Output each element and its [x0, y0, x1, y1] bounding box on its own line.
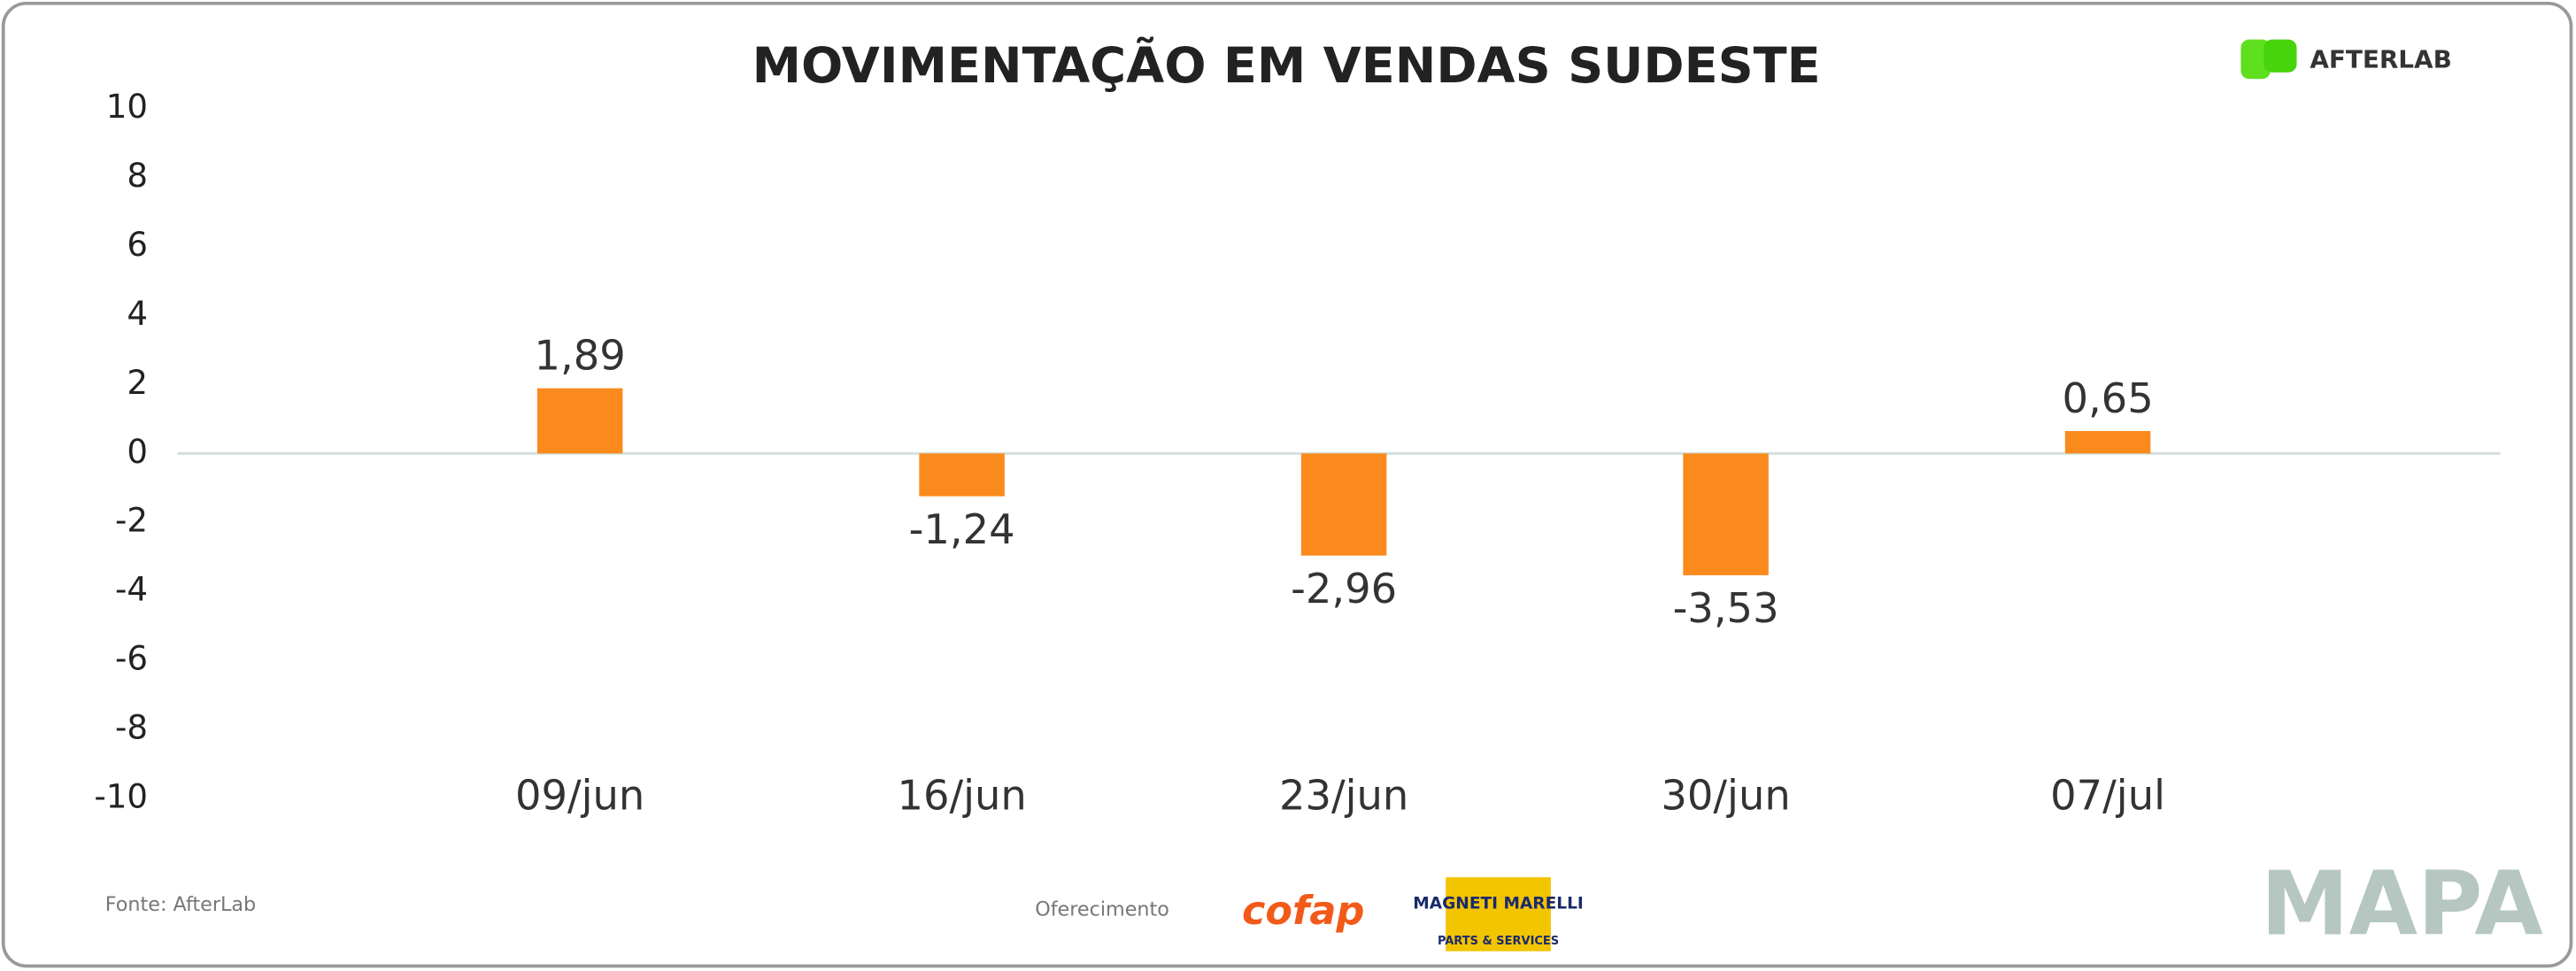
y-tick-label: 2: [127, 364, 148, 402]
mapa-logo: MAPA: [2261, 852, 2544, 956]
bar: [919, 453, 1005, 497]
magneti-text: MAGNETI MARELLI: [1413, 894, 1584, 913]
y-tick-label: -4: [115, 571, 148, 609]
bar: [1683, 453, 1769, 575]
value-label: -1,24: [909, 505, 1015, 553]
y-tick-label: 0: [127, 433, 148, 471]
x-tick-label: 07/jul: [2050, 772, 2165, 820]
bar: [2064, 430, 2151, 454]
x-tick-label: 23/jun: [1279, 772, 1408, 820]
sponsor: Oferecimento: [1035, 898, 1169, 921]
y-tick-label: -6: [115, 640, 148, 678]
afterlab-logo: AFTERLAB: [2241, 39, 2452, 80]
x-tick-label: 30/jun: [1661, 772, 1790, 820]
x-tick-label: 09/jun: [515, 772, 644, 820]
value-label: 1,89: [534, 332, 625, 380]
y-tick-label: 8: [127, 157, 148, 195]
y-tick-label: 10: [106, 88, 148, 126]
source: Fonte: AfterLab: [105, 893, 256, 916]
value-label: -3,53: [1673, 584, 1779, 632]
y-tick-label: -8: [115, 709, 148, 747]
value-label: 0,65: [2062, 374, 2153, 422]
logo-icon: [2264, 39, 2297, 73]
afterlab-text: AFTERLAB: [2310, 45, 2451, 74]
y-tick-label: 4: [127, 295, 148, 333]
value-label: -2,96: [1291, 565, 1397, 613]
chart-title: MOVIMENTAÇÃO EM VENDAS SUDESTE: [752, 36, 1821, 95]
magneti-sub: PARTS & SERVICES: [1438, 935, 1559, 948]
bar: [1300, 453, 1387, 556]
x-tick-label: 16/jun: [897, 772, 1026, 820]
cofap-logo: cofap: [1242, 888, 1364, 934]
y-tick-label: -2: [115, 502, 148, 540]
y-tick-label: -10: [94, 778, 148, 816]
bar: [536, 388, 623, 454]
y-tick-label: 6: [127, 226, 148, 264]
magneti-logo: [1446, 877, 1551, 952]
logo-icon: [2241, 39, 2271, 80]
